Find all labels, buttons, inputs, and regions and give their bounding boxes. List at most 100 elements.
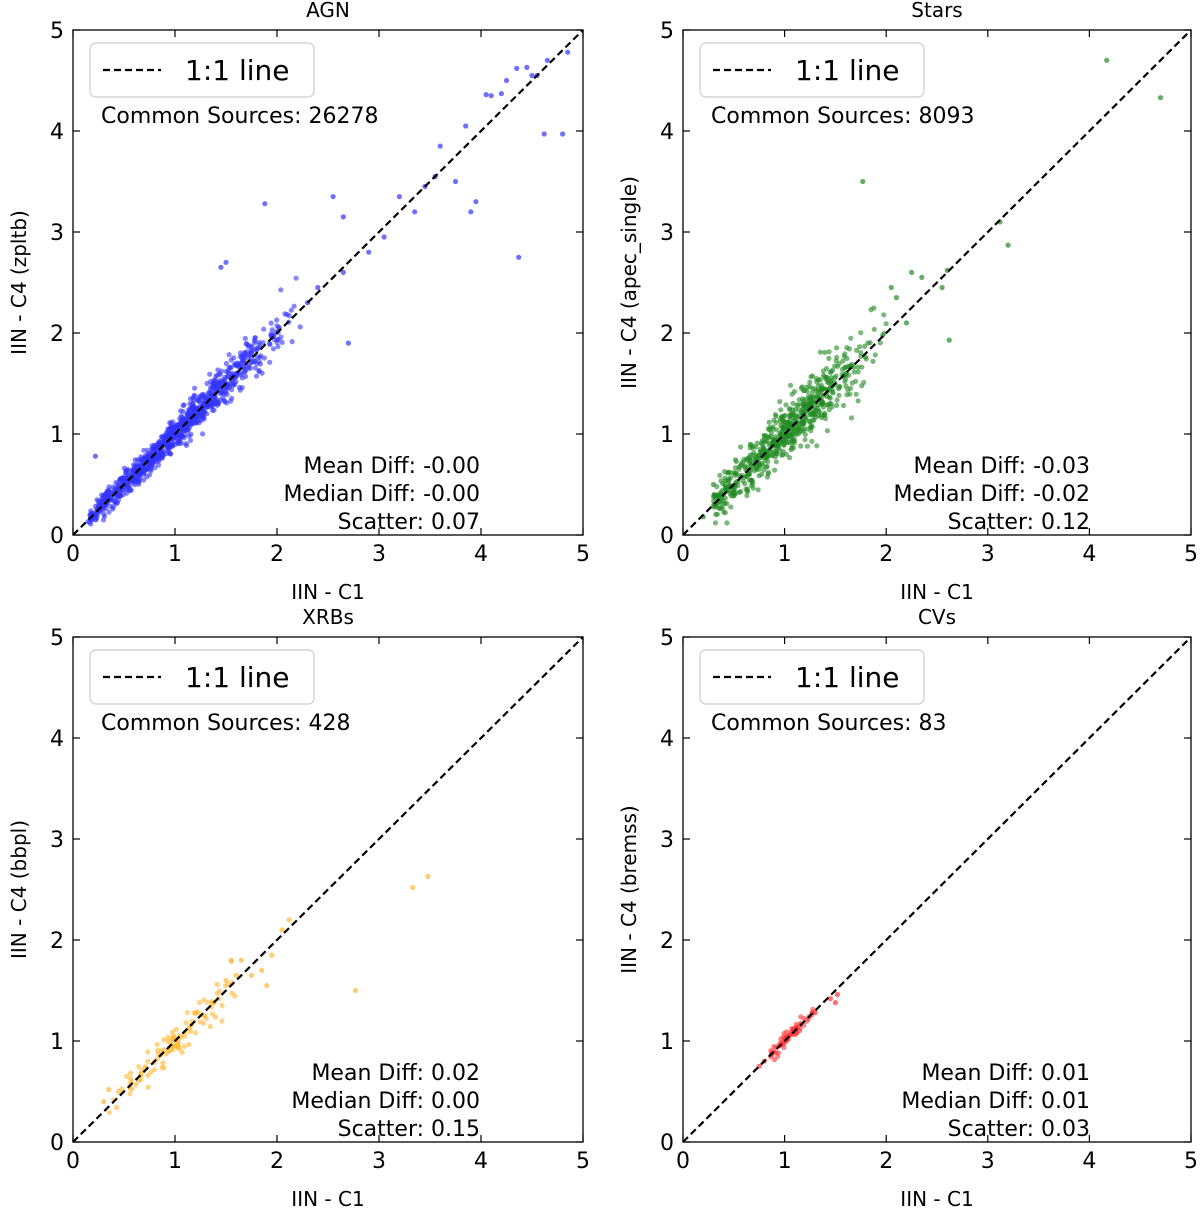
data-point [728,504,734,510]
data-point [227,380,233,386]
data-point [834,402,840,408]
x-axis-label: IIN - C1 [900,1187,973,1211]
data-point [140,471,146,477]
data-point [827,996,833,1002]
y-tick-label: 5 [50,19,64,44]
data-point [883,321,889,327]
data-point [222,389,228,395]
data-point [128,487,134,493]
data-point [172,425,178,431]
data-point [724,485,730,491]
data-point [834,345,840,351]
data-point [786,431,792,438]
data-point [777,399,783,405]
data-point [187,437,194,443]
data-point [789,391,795,397]
data-point [919,274,925,280]
data-point [722,495,728,501]
data-point [771,417,777,423]
data-point [214,981,220,988]
data-point [844,392,850,398]
data-point [560,131,566,137]
data-point [124,1073,130,1079]
data-point [252,340,258,346]
data-point [750,445,756,451]
data-point [818,401,824,407]
one-to-one-line [682,636,1192,1143]
data-point [133,465,139,471]
data-point [156,456,162,462]
data-point [114,1104,120,1110]
data-point [813,414,819,420]
data-point [750,485,756,491]
y-tick-label: 3 [660,221,674,246]
x-axis-label: IIN - C1 [291,580,364,604]
data-point [154,1041,160,1048]
data-point [279,339,285,345]
data-point [187,1029,194,1035]
data-point [822,349,828,355]
data-point [498,91,504,97]
data-point [802,431,808,438]
data-point [848,415,855,421]
data-point [840,358,846,364]
y-axis-label: IIN - C4 (bbpl) [7,820,31,959]
data-point [809,438,815,444]
x-tick-label: 4 [474,542,488,567]
data-point [503,77,510,84]
stat-label: Mean Diff: -0.03 [914,454,1090,479]
data-point [252,335,258,341]
data-point [802,408,809,414]
data-point [771,1044,777,1050]
data-point [289,339,295,345]
data-point [717,506,723,512]
data-point [139,1068,145,1074]
x-tick-label: 2 [879,542,893,567]
data-point [161,1037,167,1043]
data-point [842,379,848,385]
data-point [228,957,234,963]
data-point [824,428,831,434]
data-point [858,350,864,356]
data-point [221,379,227,385]
scatter-points [85,49,571,527]
data-point [193,1030,199,1036]
data-point [762,458,768,464]
x-tick-label: 1 [778,542,792,567]
data-point [266,340,273,346]
data-point [784,1029,790,1035]
data-point [293,275,299,281]
data-point [726,477,732,483]
data-point [197,393,203,399]
y-tick-label: 0 [660,524,674,549]
data-point [766,452,772,458]
data-point [765,471,771,477]
data-point [730,490,736,496]
data-point [161,1065,167,1071]
data-point [261,326,267,332]
data-point [254,345,260,351]
data-point [191,392,197,398]
data-point [136,478,142,484]
data-point [732,465,739,471]
data-point [817,349,824,355]
data-point [180,418,187,424]
data-point [231,381,237,387]
data-point [145,1084,151,1090]
data-point [785,420,791,426]
data-point [330,194,336,200]
data-point [151,1067,157,1073]
data-point [262,201,268,207]
data-point [893,295,900,301]
data-point [253,373,260,379]
data-point [366,249,372,255]
data-point [826,349,832,355]
data-point [267,359,273,365]
data-point [183,442,189,448]
data-point [270,346,277,352]
data-point [106,509,112,515]
data-point [808,422,814,428]
x-tick-label: 5 [1184,542,1198,567]
data-point [853,378,859,384]
x-tick-label: 1 [168,542,182,567]
